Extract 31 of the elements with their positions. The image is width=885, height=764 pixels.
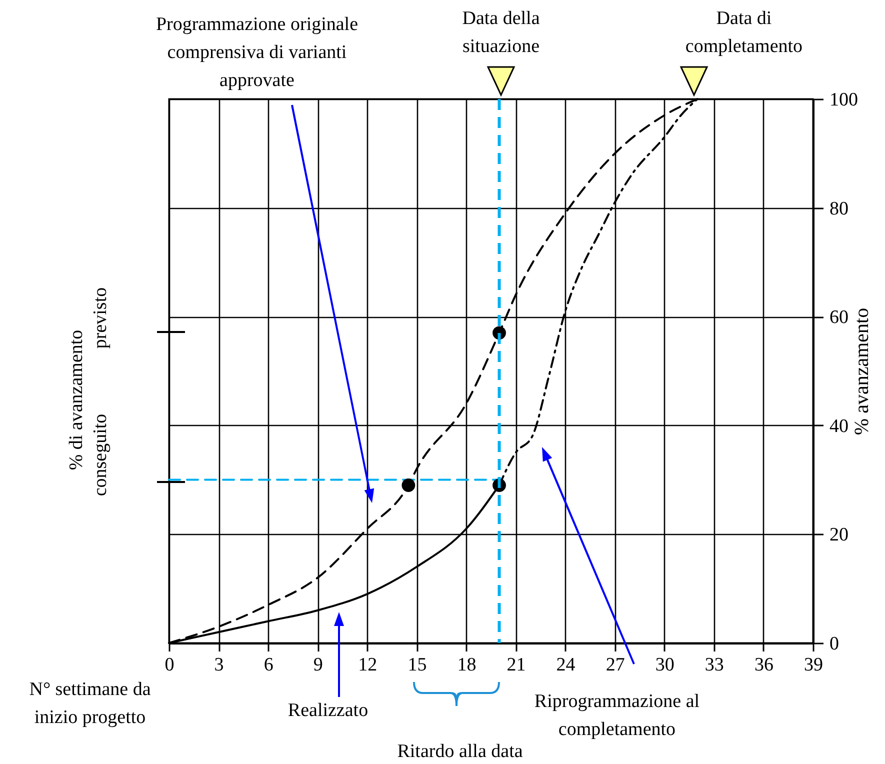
x-tick-label: 6 bbox=[264, 654, 274, 676]
text: Data della situazione bbox=[462, 8, 540, 57]
y2-tick-label: 60 bbox=[830, 307, 848, 328]
x-tick-label: 18 bbox=[457, 654, 476, 676]
x-tick-label: 27 bbox=[606, 654, 625, 676]
x-tick-label: 3 bbox=[214, 654, 224, 676]
x-tick-label: 30 bbox=[655, 654, 674, 676]
text: conseguito bbox=[90, 414, 112, 496]
x-tick-label: 0 bbox=[164, 654, 174, 676]
y2-tick-label: 40 bbox=[830, 416, 848, 437]
x-tick-label: 24 bbox=[556, 654, 576, 676]
y2-tick-label: 20 bbox=[830, 524, 848, 546]
y2-axis-title: % avanzamento bbox=[851, 308, 873, 436]
x-axis-title: N° settimane da inizio progetto bbox=[29, 679, 152, 728]
x-tick-label: 36 bbox=[754, 654, 774, 676]
y2-tick-label: 80 bbox=[830, 198, 848, 220]
y-axis-title: % di avanzamento bbox=[66, 330, 88, 470]
text: Data di completamento bbox=[685, 8, 803, 57]
x-tick-label: 9 bbox=[313, 654, 323, 676]
x-tick-label: 15 bbox=[408, 654, 427, 676]
text: Ritardo alla data bbox=[397, 741, 524, 762]
text: Realizzato bbox=[288, 700, 368, 721]
x-tick-label: 12 bbox=[358, 654, 378, 676]
y2-tick-label: 100 bbox=[830, 90, 858, 110]
text: Riprogrammazione al completamento bbox=[534, 691, 700, 740]
x-tick-label: 39 bbox=[804, 654, 823, 676]
x-tick-label: 33 bbox=[704, 654, 724, 676]
x-tick-label: 21 bbox=[506, 654, 526, 676]
text: Programmazione originale comprensiva di varianti approvate bbox=[156, 14, 358, 91]
y2-tick-label: 0 bbox=[830, 634, 839, 654]
text: previsto bbox=[90, 287, 112, 349]
